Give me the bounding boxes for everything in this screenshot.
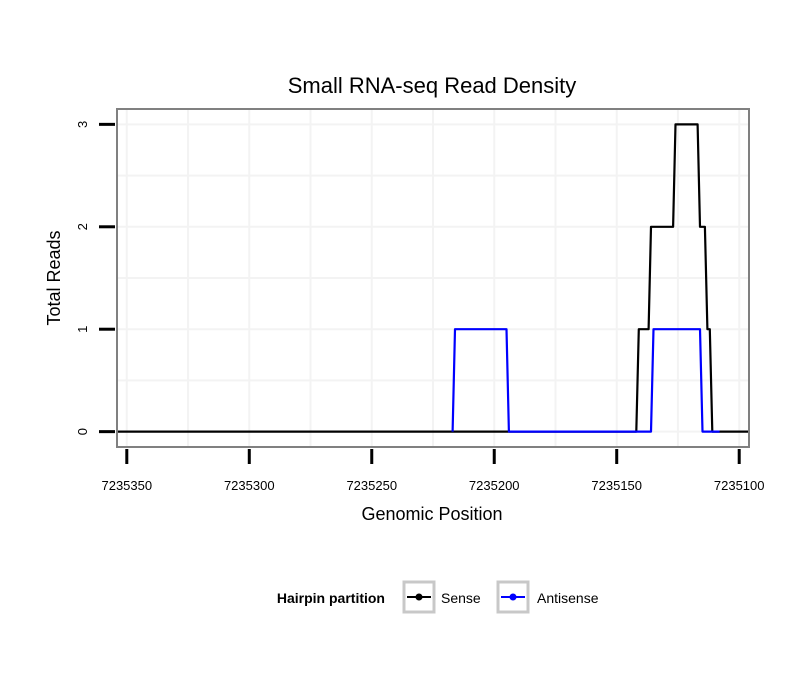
y-tick-label: 1 (75, 326, 90, 333)
x-tick-label: 7235100 (714, 478, 765, 493)
legend-point-antisense (509, 593, 517, 601)
series-line-antisense (451, 328, 720, 433)
y-axis-title: Total Reads (44, 230, 64, 325)
legend: Hairpin partition Sense Antisense (277, 580, 599, 614)
series-line-sense (117, 123, 749, 433)
x-tick-label: 7235150 (591, 478, 642, 493)
x-tick-label: 7235200 (469, 478, 520, 493)
legend-title: Hairpin partition (277, 590, 385, 606)
plot-border (116, 108, 750, 448)
x-tick-label: 7235350 (101, 478, 152, 493)
x-tick-label: 7235250 (346, 478, 397, 493)
x-tick-label: 7235300 (224, 478, 275, 493)
legend-label-antisense: Antisense (537, 590, 599, 606)
y-tick-label: 3 (75, 121, 90, 128)
series-layer (117, 123, 749, 433)
y-axis: 0 1 2 3 (75, 121, 115, 435)
y-tick-label: 0 (75, 428, 90, 435)
legend-item-antisense: Antisense (496, 580, 599, 614)
gridlines (117, 109, 749, 447)
legend-item-sense: Sense (402, 580, 481, 614)
x-axis: 7235350 7235300 7235250 7235200 7235150 72351… (101, 449, 765, 493)
plot-panel (116, 108, 750, 448)
x-axis-title: Genomic Position (361, 504, 502, 524)
legend-label-sense: Sense (441, 590, 481, 606)
y-tick-label: 2 (75, 223, 90, 230)
chart-title: Small RNA-seq Read Density (288, 73, 577, 98)
legend-point-sense (415, 593, 423, 601)
